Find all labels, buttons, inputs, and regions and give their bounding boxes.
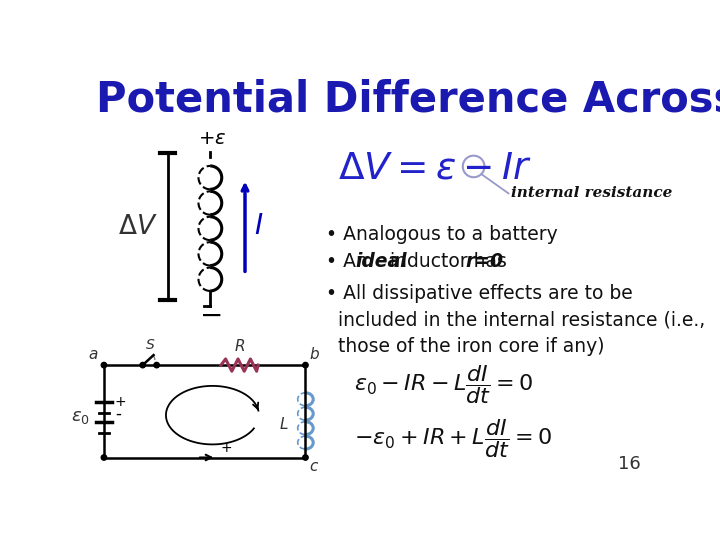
Text: r=0: r=0 bbox=[466, 252, 504, 271]
Text: Potential Difference Across Inductor: Potential Difference Across Inductor bbox=[96, 78, 720, 120]
Circle shape bbox=[140, 362, 145, 368]
Text: inductor has: inductor has bbox=[384, 252, 513, 271]
Text: R: R bbox=[234, 339, 245, 354]
Text: $\varepsilon_0$: $\varepsilon_0$ bbox=[71, 408, 90, 427]
Text: b: b bbox=[310, 347, 319, 362]
Circle shape bbox=[102, 362, 107, 368]
Text: $-\varepsilon_0 + IR + L\dfrac{dI}{dt} = 0$: $-\varepsilon_0 + IR + L\dfrac{dI}{dt} =… bbox=[354, 417, 552, 460]
Circle shape bbox=[154, 362, 159, 368]
Text: S: S bbox=[146, 338, 155, 352]
Text: c: c bbox=[310, 459, 318, 474]
Text: $-$: $-$ bbox=[199, 301, 221, 329]
Text: • All dissipative effects are to be
  included in the internal resistance (i.e.,: • All dissipative effects are to be incl… bbox=[326, 284, 706, 356]
Text: $\varepsilon_0 - IR - L\dfrac{dI}{dt} = 0$: $\varepsilon_0 - IR - L\dfrac{dI}{dt} = … bbox=[354, 363, 533, 406]
Circle shape bbox=[102, 455, 107, 460]
Circle shape bbox=[302, 362, 308, 368]
Text: $\Delta V$: $\Delta V$ bbox=[118, 213, 158, 240]
Circle shape bbox=[302, 455, 308, 460]
Text: a: a bbox=[89, 347, 98, 362]
Text: 16: 16 bbox=[618, 455, 640, 473]
Text: -: - bbox=[114, 404, 121, 423]
Text: $+\varepsilon$: $+\varepsilon$ bbox=[197, 130, 226, 148]
Text: • An: • An bbox=[326, 252, 374, 271]
Text: ideal: ideal bbox=[356, 252, 408, 271]
Text: +: + bbox=[114, 395, 127, 409]
Text: +: + bbox=[220, 441, 232, 455]
Text: $\Delta V = \varepsilon - I r$: $\Delta V = \varepsilon - I r$ bbox=[338, 151, 532, 187]
Text: L: L bbox=[280, 417, 289, 433]
Text: • Analogous to a battery: • Analogous to a battery bbox=[326, 225, 558, 244]
Text: $I$: $I$ bbox=[254, 213, 264, 240]
Text: internal resistance: internal resistance bbox=[510, 186, 672, 200]
